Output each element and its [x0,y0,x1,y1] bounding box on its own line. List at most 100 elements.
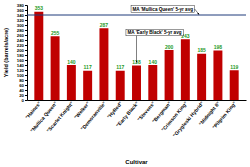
y-tick-mark [25,85,27,86]
y-tick: 120 [17,68,27,73]
y-tick: 360 [17,8,27,13]
y-tick-mark [25,75,27,76]
bar [213,51,222,101]
annotation-box: MA 'Early Black' 5-yr avg [126,29,183,36]
annotation-arrow [136,36,137,63]
annotation-text: MA 'Mullica Queen' 5-yr avg [133,7,194,12]
y-tick-label: 340 [17,13,25,18]
data-label: 255 [51,30,60,36]
x-axis-line [28,100,247,101]
y-tick-mark [25,65,27,66]
y-tick: 240 [17,38,27,43]
reference-line [27,15,246,16]
plot: 0204060801001201401601802002202402602803… [17,3,247,138]
y-tick-mark [25,35,27,36]
bar [83,71,92,100]
y-tick: 180 [17,53,27,58]
bar [165,50,174,100]
annotation-text: MA 'Early Black' 5-yr avg [127,30,181,35]
y-tick-label: 180 [17,53,25,58]
y-tick-mark [25,40,27,41]
y-tick-mark [25,10,27,11]
y-tick: 380 [17,3,27,8]
y-tick-label: 160 [17,58,25,63]
y-tick-label: 20 [19,93,24,98]
y-tick-mark [25,20,27,21]
y-axis: 0204060801001201401601802002202402602803… [17,3,28,103]
y-tick-label: 0 [22,98,25,103]
x-tick-label: "Demoranville" [79,100,107,132]
annotation-frame [131,6,195,13]
y-tick-mark [25,25,27,26]
y-tick-label: 60 [19,83,24,88]
bars [27,12,246,100]
y-tick-label: 240 [17,38,25,43]
x-tick: "Early Black" [115,100,140,129]
y-tick-label: 320 [17,18,25,23]
chart: 0204060801001201401601802002202402602803… [0,0,250,167]
y-tick-label: 360 [17,8,25,13]
data-label: 140 [67,59,76,65]
y-tick-label: 200 [17,48,25,53]
y-tick: 200 [17,48,27,53]
y-tick: 40 [19,88,27,93]
y-tick: 140 [17,63,27,68]
y-tick: 160 [17,58,27,63]
data-label: 198 [214,44,223,50]
y-tick: 220 [17,43,27,48]
y-tick-mark [25,5,27,6]
x-tick-label: "Scarlet Knight" [45,100,75,134]
y-tick: 320 [17,18,27,23]
data-label: 353 [35,5,44,11]
y-tick-mark [25,90,27,91]
y-tick-label: 380 [17,3,25,8]
y-axis-line [25,6,28,101]
y-tick-label: 140 [17,63,25,68]
y-tick-label: 220 [17,43,25,48]
y-tick-mark [25,15,27,16]
y-tick-label: 300 [17,23,25,28]
annotation-box: MA 'Mullica Queen' 5-yr avg [131,6,195,13]
data-label: 185 [197,47,206,53]
x-tick-label: "Early Black" [115,100,140,129]
x-tick: "Pilgrim King" [211,100,238,131]
data-label: 117 [116,64,124,70]
y-tick: 20 [19,93,27,98]
bar [34,12,43,100]
x-tick: "Scarlet Knight" [45,100,75,134]
bar [116,71,125,100]
data-label: 140 [149,59,158,65]
y-tick: 280 [17,28,27,33]
y-tick: 80 [19,78,27,83]
annotations: MA 'Mullica Queen' 5-yr avg MA 'Early Bla… [126,6,199,63]
y-tick-mark [25,100,27,101]
y-tick: 60 [19,83,27,88]
y-tick-label: 80 [19,78,24,83]
y-tick: 0 [22,98,27,103]
annotation-arrow [195,9,200,15]
y-tick-mark [25,60,27,61]
y-tick-mark [25,55,27,56]
bar [148,65,157,100]
bar [230,70,239,100]
data-label: 200 [165,44,174,50]
y-tick: 260 [17,33,27,38]
y-tick: 100 [17,73,27,78]
annotation-frame [126,29,183,36]
data-labels: 353255140117287117138140200243185198119 [35,5,239,70]
y-tick: 300 [17,23,27,28]
bar [181,39,190,100]
y-tick-mark [25,50,27,51]
x-axis: "Haines""Mullica Queen""Scarlet Knight""… [24,100,247,139]
x-tick-label: "Pilgrim King" [211,100,238,131]
data-label: 287 [100,22,109,28]
y-tick-label: 40 [19,88,24,93]
y-tick-label: 120 [17,68,25,73]
y-tick-mark [25,95,27,96]
bar [132,66,141,101]
x-axis-title: Cultivar [125,159,148,165]
bar [67,65,76,100]
y-tick: 340 [17,13,27,18]
bar [51,36,60,100]
x-tick: "Demoranville" [79,100,107,132]
